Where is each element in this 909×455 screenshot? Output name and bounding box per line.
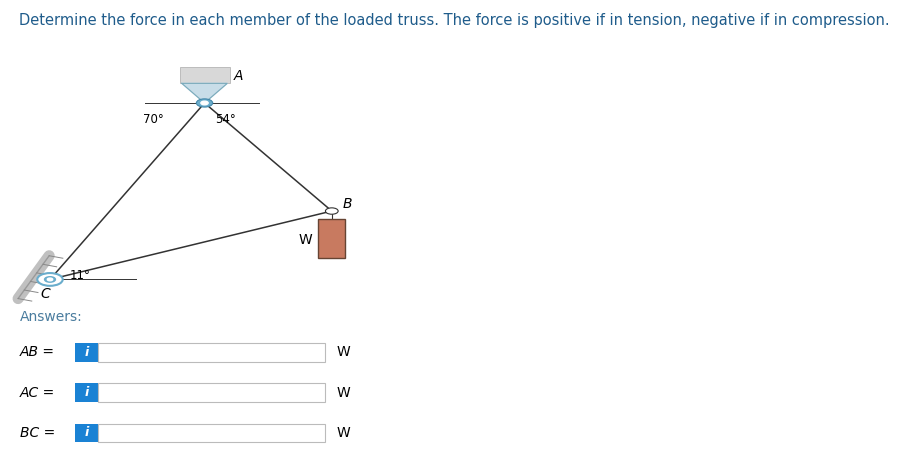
Text: 54°: 54° xyxy=(215,113,236,126)
Text: W: W xyxy=(336,425,350,439)
Bar xyxy=(98,384,325,402)
Circle shape xyxy=(201,102,208,106)
Text: i: i xyxy=(85,385,88,398)
Circle shape xyxy=(325,208,338,215)
Bar xyxy=(75,344,98,362)
Text: A: A xyxy=(235,69,244,83)
Text: 11°: 11° xyxy=(70,268,91,281)
Text: C: C xyxy=(41,286,51,300)
Text: BC =: BC = xyxy=(20,425,55,439)
Bar xyxy=(98,344,325,362)
Text: AB =: AB = xyxy=(20,345,55,359)
Text: Answers:: Answers: xyxy=(20,310,83,324)
Bar xyxy=(75,384,98,402)
Text: W: W xyxy=(336,385,350,399)
Text: 70°: 70° xyxy=(143,113,164,126)
Text: Determine the force in each member of the loaded truss. The force is positive if: Determine the force in each member of th… xyxy=(19,13,890,28)
Polygon shape xyxy=(182,84,227,104)
Circle shape xyxy=(37,273,63,286)
Circle shape xyxy=(45,277,55,283)
FancyBboxPatch shape xyxy=(179,68,229,84)
Text: B: B xyxy=(343,197,352,211)
Text: i: i xyxy=(85,345,88,358)
Bar xyxy=(75,424,98,442)
Bar xyxy=(318,220,345,258)
Text: W: W xyxy=(336,345,350,359)
Circle shape xyxy=(47,278,53,281)
Text: W: W xyxy=(298,232,312,246)
Bar xyxy=(98,424,325,442)
Text: i: i xyxy=(85,425,88,438)
Text: AC =: AC = xyxy=(20,385,55,399)
Circle shape xyxy=(196,100,213,108)
